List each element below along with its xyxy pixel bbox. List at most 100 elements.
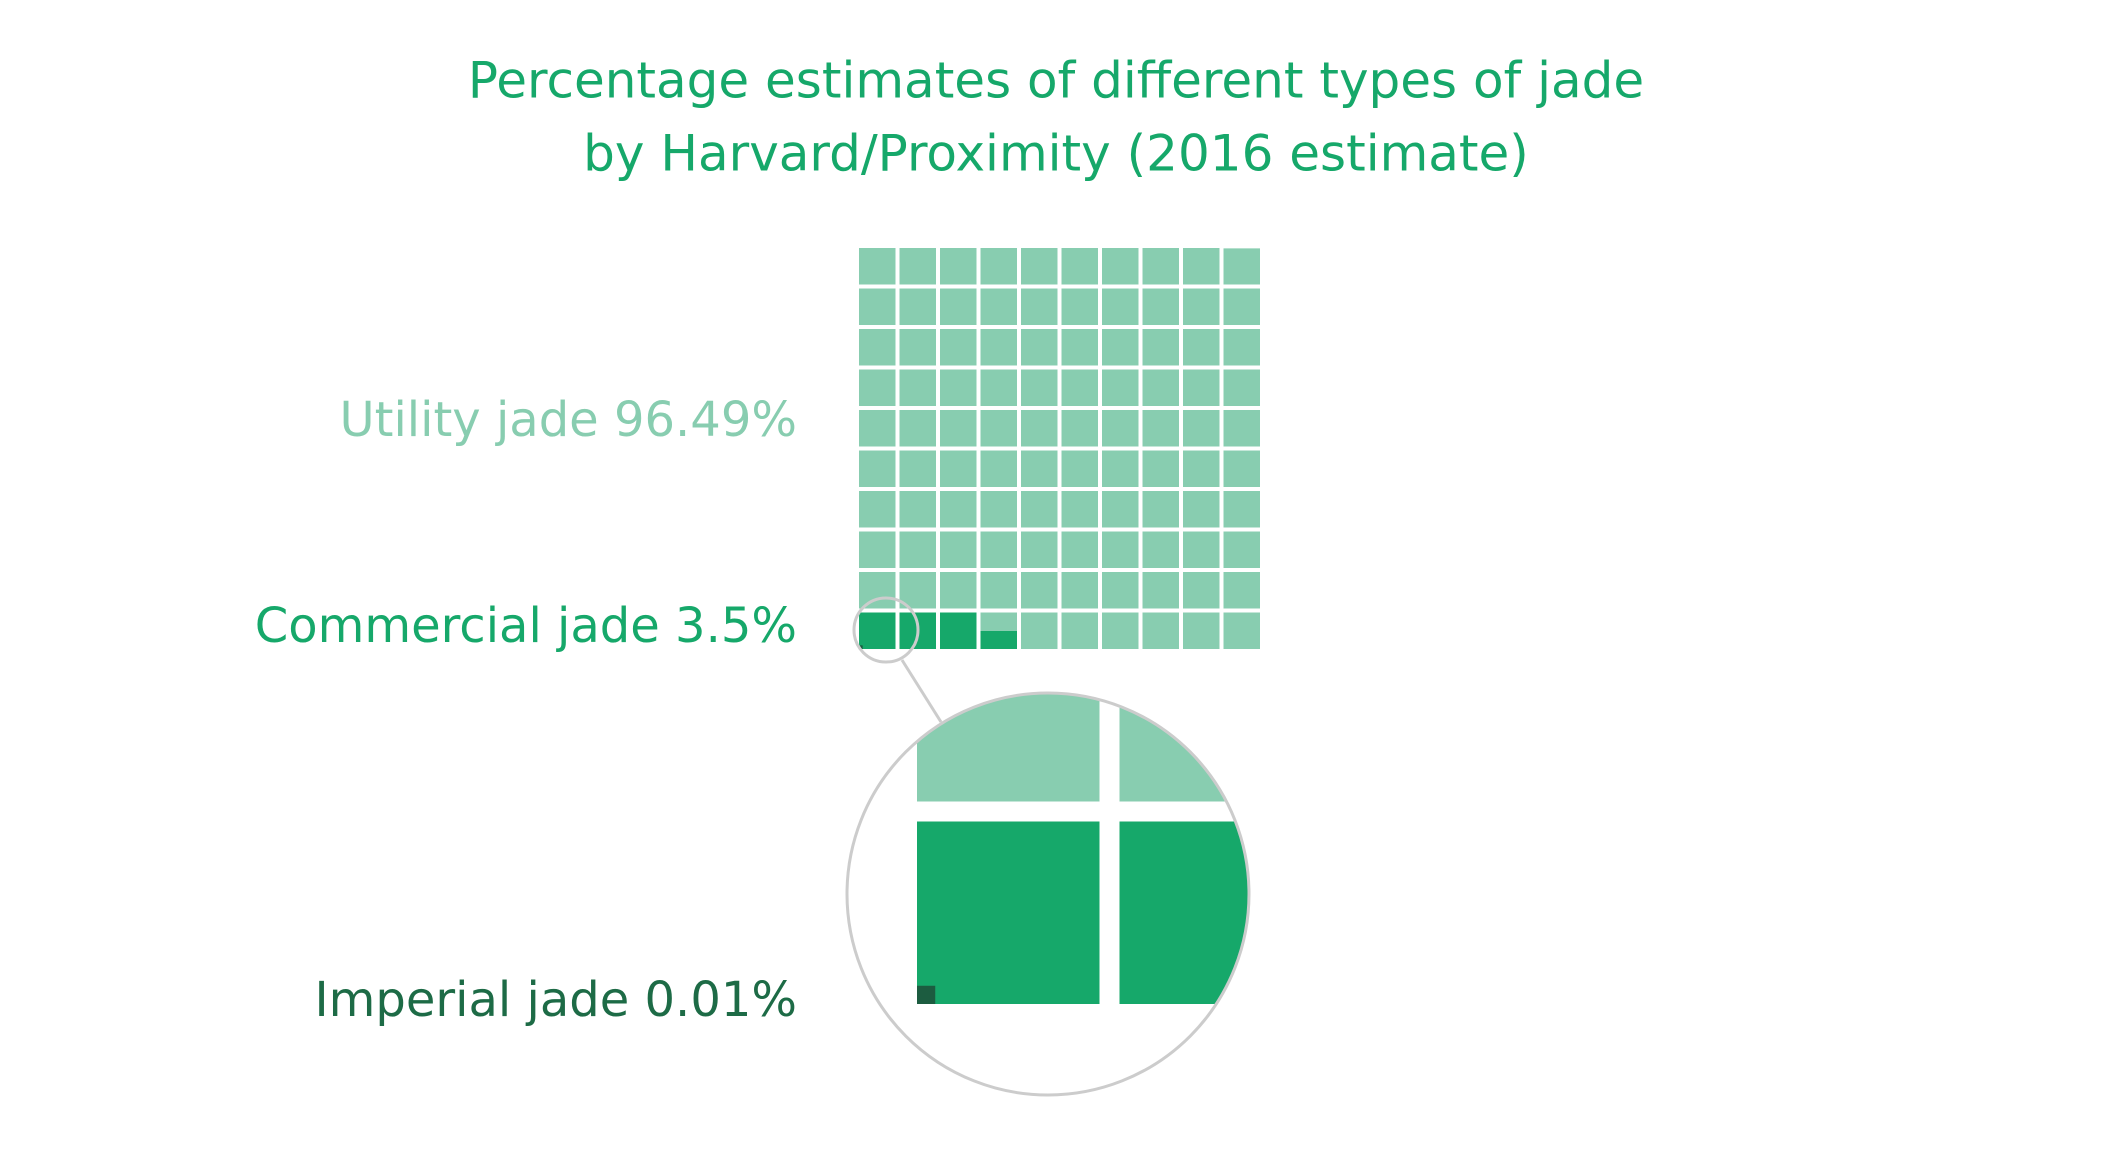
waffle-cell <box>1021 288 1058 325</box>
value-label: 0.01% <box>645 972 797 1028</box>
waffle-cell <box>859 329 896 366</box>
waffle-cell <box>1223 491 1260 528</box>
waffle-cell <box>899 531 936 568</box>
legend-label: Commercial jade 3.5% <box>255 598 797 654</box>
waffle-cell <box>1727 12 1910 195</box>
waffle-cell <box>899 491 936 528</box>
waffle-cell <box>940 369 977 406</box>
waffle-cell <box>1021 491 1058 528</box>
waffle-cell <box>1061 612 1098 649</box>
waffle-cell <box>859 491 896 528</box>
waffle-cell <box>1322 214 1505 397</box>
waffle-cell <box>1021 612 1058 649</box>
waffle-cell <box>1223 329 1260 366</box>
waffle-cell <box>1102 288 1139 325</box>
waffle-cell <box>899 369 936 406</box>
waffle-cell <box>1102 369 1139 406</box>
waffle-cell <box>859 450 896 487</box>
chart-title: Percentage estimates of different types … <box>468 52 1644 110</box>
zoom-circle <box>845 691 1251 1097</box>
waffle-cell <box>1021 369 1058 406</box>
waffle-cell <box>940 612 977 649</box>
waffle-cell <box>1061 450 1098 487</box>
waffle-cell <box>1183 288 1220 325</box>
waffle-cell <box>859 410 896 447</box>
category-name: Utility jade <box>340 392 599 448</box>
waffle-cell <box>980 450 1017 487</box>
waffle-cell <box>917 821 1100 1004</box>
waffle-cell <box>1142 369 1179 406</box>
waffle-grid <box>859 248 1260 649</box>
waffle-cell <box>1021 410 1058 447</box>
waffle-cell <box>980 491 1017 528</box>
waffle-cell <box>1061 572 1098 609</box>
waffle-cell <box>940 329 977 366</box>
waffle-cell <box>940 288 977 325</box>
waffle-cell <box>1183 491 1220 528</box>
waffle-cell <box>1142 531 1179 568</box>
waffle-cell <box>1142 450 1179 487</box>
waffle-cell <box>980 369 1017 406</box>
waffle-cell <box>1183 450 1220 487</box>
waffle-cell <box>940 450 977 487</box>
waffle-cell <box>1183 612 1220 649</box>
waffle-cell <box>980 329 1017 366</box>
waffle-cell <box>1525 913 1708 1004</box>
waffle-cell <box>1322 822 1505 1005</box>
waffle-cell <box>1525 619 1708 802</box>
waffle-cell <box>1183 410 1220 447</box>
waffle-cell <box>899 248 936 285</box>
category-name: Commercial jade <box>255 598 660 654</box>
waffle-cell <box>1223 410 1260 447</box>
waffle-cell <box>1183 369 1220 406</box>
waffle-cell <box>1930 417 2106 600</box>
waffle-cell <box>1183 329 1220 366</box>
waffle-cell <box>1061 288 1098 325</box>
waffle-cell <box>1142 572 1179 609</box>
waffle-cell <box>1727 417 1910 600</box>
waffle-cell <box>1119 821 1248 1004</box>
waffle-cell <box>899 572 936 609</box>
waffle-cell <box>980 612 1017 631</box>
waffle-cell <box>899 410 936 447</box>
waffle-cell <box>859 248 896 285</box>
waffle-cell <box>1102 410 1139 447</box>
waffle-fraction <box>917 985 936 1004</box>
waffle-cell <box>980 572 1017 609</box>
waffle-cell <box>1223 612 1260 649</box>
waffle-cell <box>1322 619 1505 802</box>
legend-label: Imperial jade 0.01% <box>315 972 798 1028</box>
legend: Utility jade 96.49% Commercial jade 3.5% I… <box>255 392 797 1028</box>
waffle-cell <box>1223 531 1260 568</box>
waffle-cell <box>1223 450 1260 487</box>
zoom-lens <box>852 596 920 664</box>
waffle-cell <box>980 288 1017 325</box>
waffle-cell <box>1727 214 1910 397</box>
waffle-cell <box>1142 329 1179 366</box>
waffle-cell <box>1102 248 1139 285</box>
waffle-cell <box>940 248 977 285</box>
waffle-cell <box>899 288 936 325</box>
value-label: 96.49% <box>614 392 797 448</box>
waffle-cell <box>899 450 936 487</box>
waffle-cell <box>859 572 896 609</box>
waffle-cell <box>1061 491 1098 528</box>
waffle-cell <box>1223 572 1260 609</box>
waffle-cell <box>1061 329 1098 366</box>
waffle-cell <box>980 248 1017 285</box>
waffle-cell <box>980 410 1017 447</box>
waffle-cell <box>1102 491 1139 528</box>
waffle-cell <box>940 410 977 447</box>
waffle-cell <box>1021 329 1058 366</box>
waffle-cell <box>1727 822 1910 1005</box>
waffle-cell <box>1930 619 2106 802</box>
waffle-cell <box>1223 248 1260 285</box>
waffle-cell <box>1061 369 1098 406</box>
waffle-cell <box>1142 248 1179 285</box>
waffle-cell <box>1021 572 1058 609</box>
waffle-cell <box>1021 248 1058 285</box>
waffle-cell <box>1525 417 1708 600</box>
waffle-cell <box>1102 572 1139 609</box>
waffle-cell <box>1021 531 1058 568</box>
waffle-cell <box>1930 822 2106 1005</box>
